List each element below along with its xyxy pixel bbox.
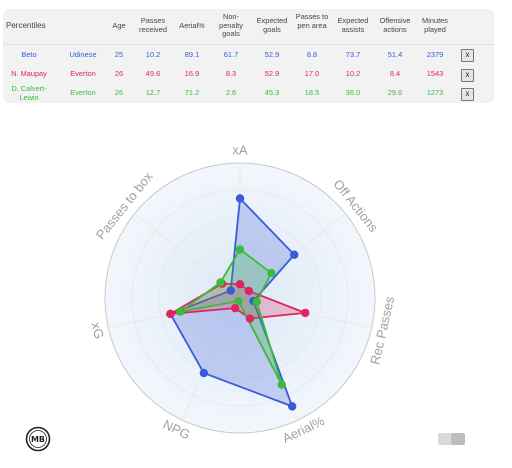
passes-pen-area-value: 17.0	[304, 69, 320, 78]
data-point-0-0[interactable]	[235, 194, 245, 203]
remove-player-button[interactable]: x	[461, 69, 474, 82]
table-row: Beto Udinese 25 10.2 89.1 61.7 52.9 8.8 …	[3, 47, 494, 65]
npg-value: 8.3	[225, 69, 237, 78]
passes-received-value: 49.6	[145, 69, 161, 78]
data-point-2-2[interactable]	[252, 297, 261, 307]
header-off-actions: Offensive actions	[379, 16, 411, 34]
remove-player-button[interactable]: x	[461, 49, 474, 62]
header-xg: Expected goals	[256, 16, 288, 34]
data-point-1-5[interactable]	[166, 309, 175, 319]
logo-text: MB	[31, 435, 45, 444]
data-point-1-0[interactable]	[235, 280, 245, 289]
header-npg: Non- penalty goals	[219, 12, 243, 39]
player-age: 26	[114, 88, 124, 97]
xa-value: 73.7	[345, 50, 361, 59]
aerial-value: 89.1	[184, 50, 200, 59]
xa-value: 36.0	[345, 88, 361, 97]
off-actions-value: 29.6	[387, 88, 403, 97]
player-age: 25	[114, 50, 124, 59]
minutes-value: 2379	[426, 50, 444, 59]
table-header: Percentiles Age Passes received Aerial% …	[3, 9, 494, 44]
player-name: Beto	[21, 50, 37, 59]
off-actions-value: 8.4	[389, 69, 401, 78]
logo-icon: MB	[25, 426, 51, 452]
xa-value: 10.2	[345, 69, 361, 78]
passes-received-value: 12.7	[145, 88, 161, 97]
data-point-2-6[interactable]	[216, 278, 225, 287]
header-divider	[3, 44, 494, 45]
xg-value: 52.9	[264, 69, 280, 78]
player-team: Everton	[70, 69, 96, 78]
player-name: D. Calvert-Lewin	[11, 84, 47, 102]
table-row: N. Maupay Everton 26 49.6 16.9 8.3 52.9 …	[3, 66, 494, 84]
percentiles-table: Percentiles Age Passes received Aerial% …	[3, 9, 494, 103]
axis-label-0: xA	[232, 142, 248, 157]
npg-value: 2.6	[225, 88, 237, 97]
data-point-1-3[interactable]	[245, 314, 255, 323]
header-aerial: Aerial%	[179, 21, 205, 30]
aerial-value: 16.9	[184, 69, 200, 78]
toggle-knob[interactable]	[451, 433, 465, 445]
data-point-0-1[interactable]	[290, 250, 299, 259]
data-point-2-1[interactable]	[267, 268, 276, 278]
data-point-2-0[interactable]	[235, 245, 245, 254]
header-passes-pen-area: Passes to pen area	[295, 12, 329, 30]
header-minutes: Minutes played	[422, 16, 448, 34]
passes-pen-area-value: 8.8	[306, 50, 318, 59]
xg-value: 45.3	[264, 88, 280, 97]
series-area-2	[179, 248, 283, 386]
minutes-value: 1543	[426, 69, 444, 78]
header-age: Age	[112, 21, 126, 30]
passes-received-value: 10.2	[145, 50, 161, 59]
aerial-value: 71.2	[184, 88, 200, 97]
player-age: 26	[114, 69, 124, 78]
data-point-2-5[interactable]	[176, 307, 185, 316]
header-xa: Expected assists	[337, 16, 369, 34]
radar-spoke	[180, 297, 241, 420]
theme-toggle[interactable]	[438, 433, 465, 445]
data-point-0-6[interactable]	[226, 286, 235, 295]
axis-label-5: xG	[89, 321, 107, 341]
player-name: N. Maupay	[11, 69, 47, 78]
data-point-2-3[interactable]	[277, 380, 286, 389]
data-point-0-3[interactable]	[287, 402, 297, 411]
player-team: Everton	[70, 88, 96, 97]
remove-player-button[interactable]: x	[461, 88, 474, 101]
passes-pen-area-value: 18.5	[304, 88, 320, 97]
data-point-1-4[interactable]	[230, 303, 240, 313]
data-point-1-2[interactable]	[301, 308, 310, 318]
data-point-0-4[interactable]	[199, 368, 209, 378]
player-team: Udinese	[69, 50, 97, 59]
header-passes-received: Passes received	[139, 16, 167, 34]
minutes-value: 1273	[426, 88, 444, 97]
npg-value: 61.7	[223, 50, 239, 59]
table-row: D. Calvert-Lewin Everton 26 12.7 71.2 2.…	[3, 84, 494, 103]
data-point-1-1[interactable]	[244, 286, 254, 296]
off-actions-value: 51.4	[387, 50, 403, 59]
data-point-2-4[interactable]	[234, 296, 243, 306]
xg-value: 52.9	[264, 50, 280, 59]
header-percentiles: Percentiles	[6, 21, 46, 30]
